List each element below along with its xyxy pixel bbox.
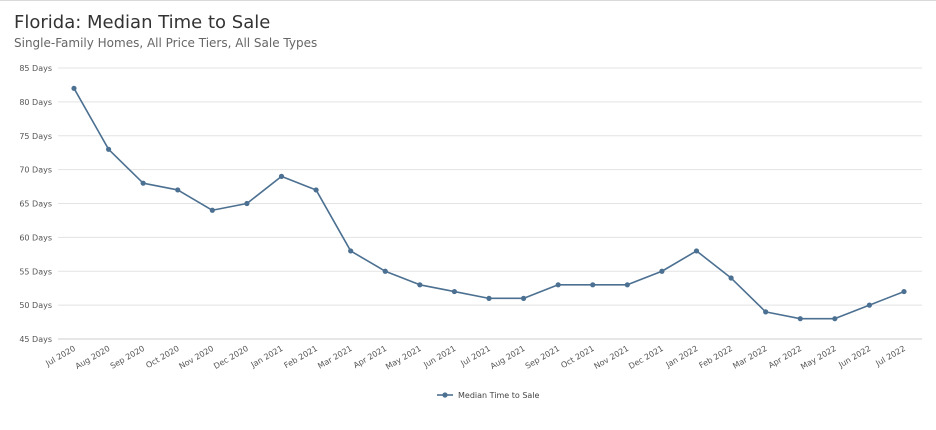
x-tick-label: Apr 2022 [767,344,803,370]
x-tick-label: Jan 2021 [249,344,285,370]
legend-swatch-marker [442,392,448,398]
y-tick-label: 60 Days [19,233,52,242]
data-point [624,282,630,288]
y-tick-label: 70 Days [19,166,52,175]
top-divider [0,0,936,1]
data-point [901,288,907,295]
x-tick-label: Oct 2020 [144,344,180,370]
data-point [348,248,354,254]
data-point [797,316,803,322]
x-tick-label: Jul 2020 [43,344,77,369]
x-tick-label: Nov 2021 [592,344,630,371]
x-tick-label: Mar 2022 [731,344,768,371]
y-tick-label: 85 Days [19,64,52,73]
data-point [451,288,458,295]
data-point [693,248,700,254]
x-tick-label: Jan 2022 [664,344,700,370]
x-tick-label: Jun 2022 [836,344,872,370]
x-tick-label: May 2021 [384,344,423,372]
x-tick-label: Jun 2021 [421,344,457,370]
x-tick-label: Aug 2020 [74,344,112,371]
data-point [555,282,561,288]
series-median-time-to-sale [71,85,907,322]
x-tick-label: Dec 2021 [627,344,665,371]
chart-title: Florida: Median Time to Sale [14,12,271,33]
data-point [313,187,319,193]
data-point [140,180,146,186]
y-tick-label: 55 Days [19,267,52,276]
gridlines [58,67,922,340]
x-tick-label: Sep 2021 [524,344,561,371]
data-point [866,302,873,308]
data-point [590,282,596,288]
legend[interactable]: Median Time to Sale [437,391,540,400]
y-axis-ticks: 45 Days 50 Days 55 Days 60 Days 65 Days 70 Da… [19,64,52,344]
data-point [728,275,734,281]
x-tick-label: Apr 2021 [352,344,388,370]
data-point [71,85,77,91]
x-tick-label: May 2022 [799,344,838,372]
data-point [486,295,492,301]
data-point [659,268,665,274]
x-tick-label: Jul 2021 [458,344,492,369]
y-tick-label: 50 Days [19,301,52,310]
data-point [763,309,769,315]
legend-label: Median Time to Sale [458,391,540,400]
x-tick-label: Nov 2020 [177,344,215,371]
x-tick-label: Feb 2022 [697,344,734,370]
data-point [832,316,838,322]
data-point [417,282,423,288]
x-tick-label: Jul 2022 [873,344,907,369]
y-tick-label: 65 Days [19,200,52,209]
data-point [175,187,181,193]
data-point [278,173,285,179]
data-point [105,146,112,152]
data-point [209,207,215,213]
data-point [244,200,250,207]
x-tick-label: Sep 2020 [109,344,146,371]
x-tick-label: Mar 2021 [316,344,353,371]
y-tick-label: 75 Days [19,132,52,141]
x-tick-label: Dec 2020 [212,344,250,371]
x-tick-label: Oct 2021 [559,344,595,370]
x-tick-label: Feb 2021 [282,344,319,370]
x-tick-label: Aug 2021 [489,344,527,371]
y-tick-label: 45 Days [19,335,52,344]
legend-item[interactable]: Median Time to Sale [437,391,540,400]
chart-subtitle: Single-Family Homes, All Price Tiers, Al… [14,36,318,50]
data-point [520,295,527,301]
y-tick-label: 80 Days [19,98,52,107]
data-point [382,268,388,274]
